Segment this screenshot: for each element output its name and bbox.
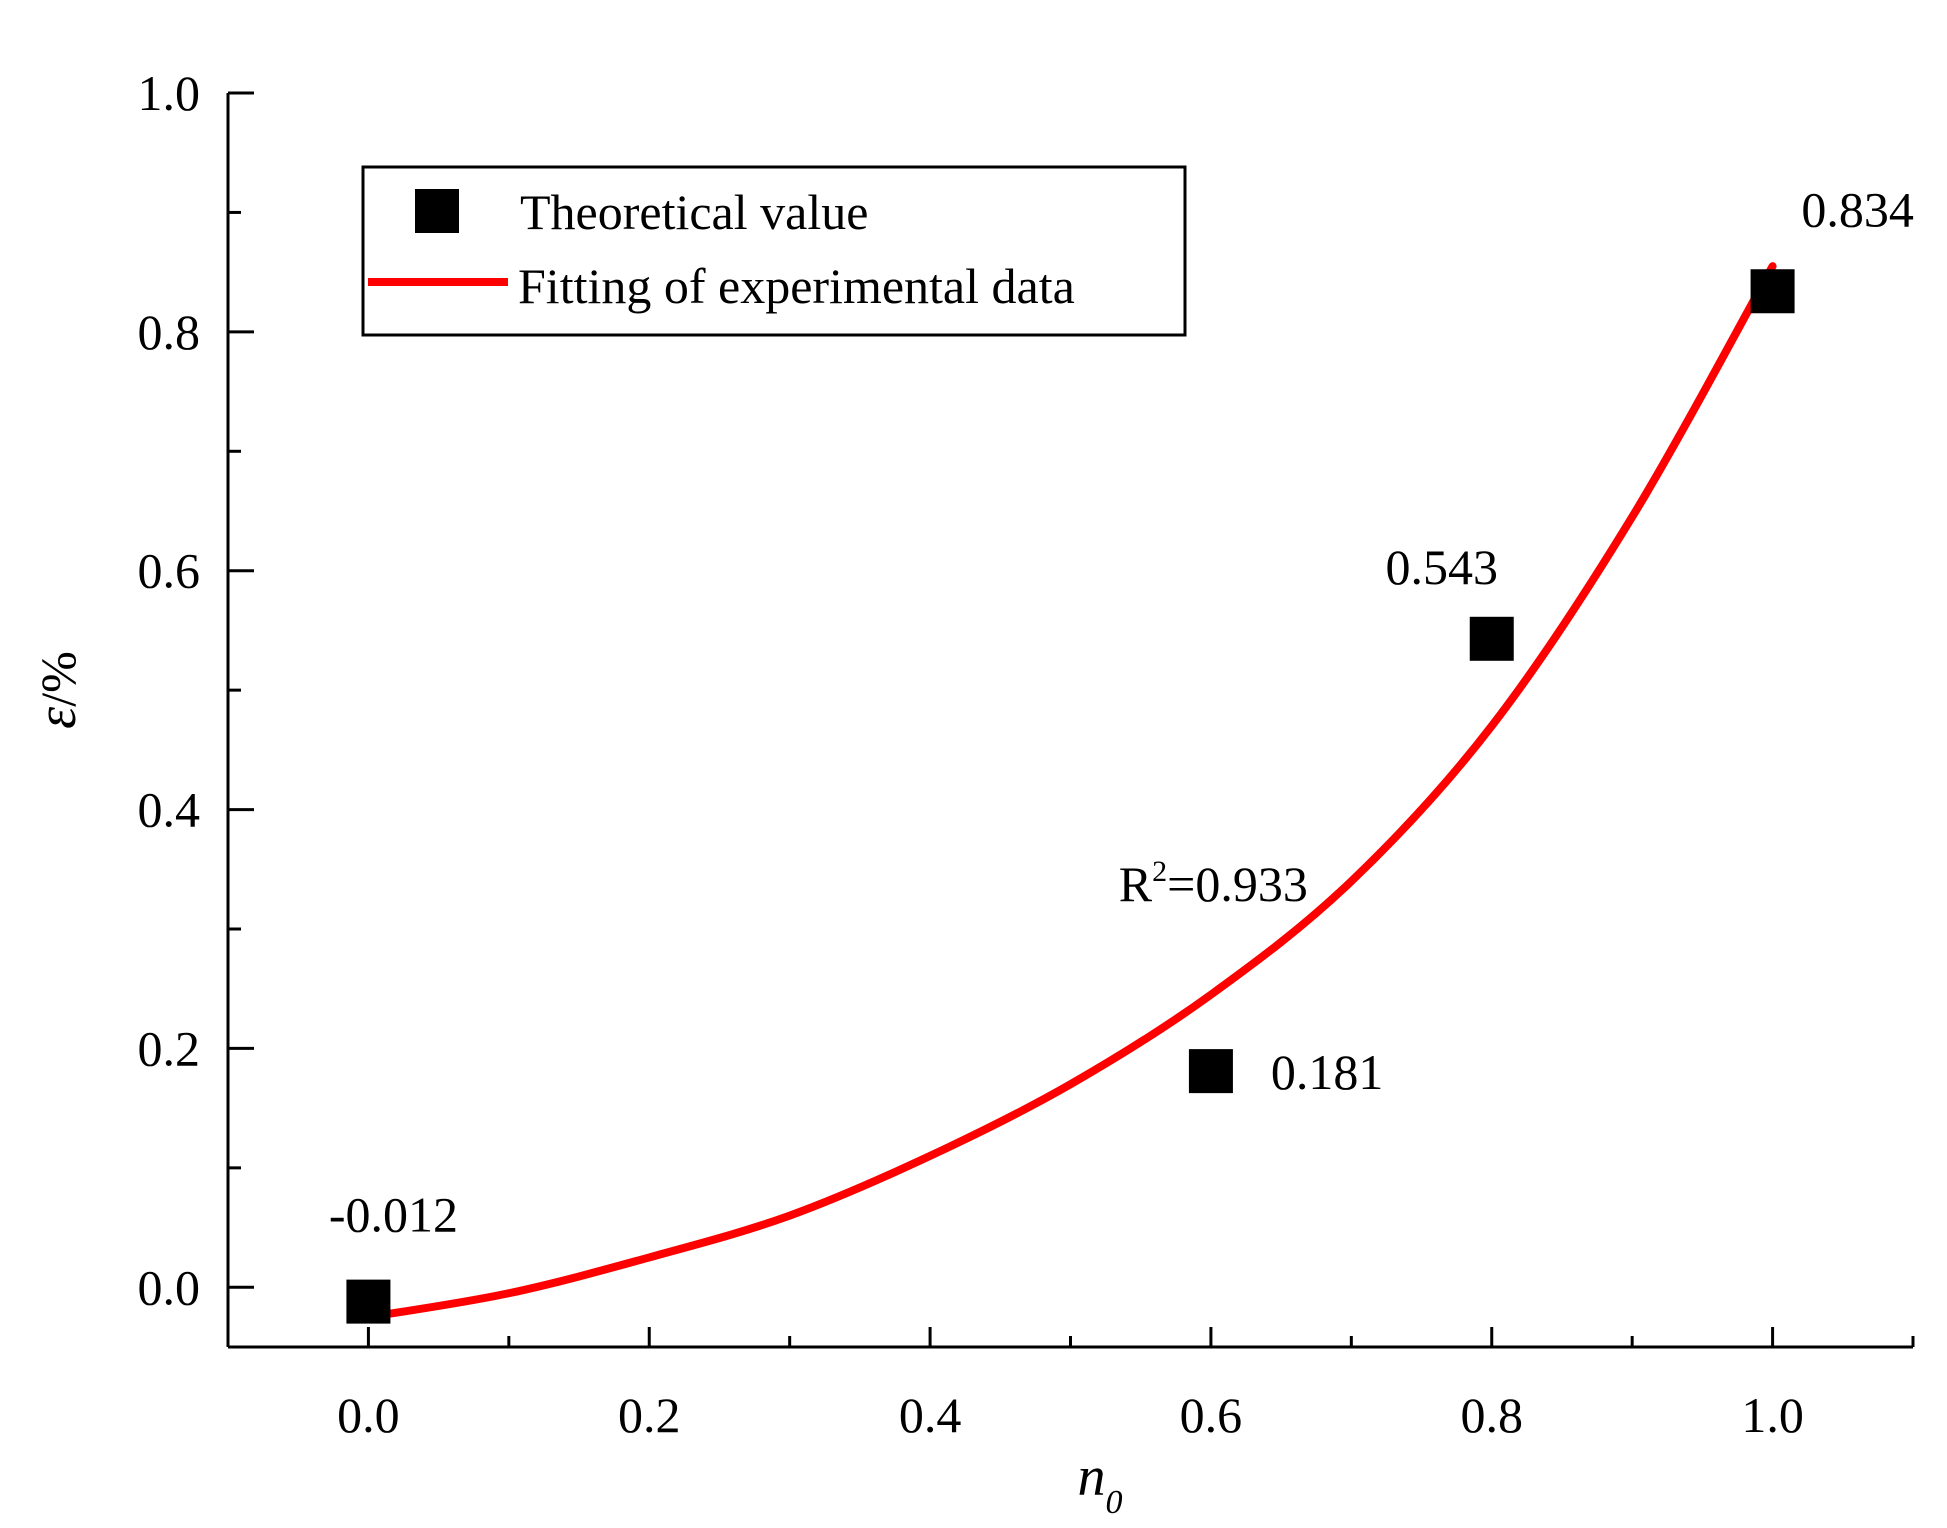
x-tick-label: 1.0	[1741, 1387, 1804, 1443]
y-tick-label: 0.6	[138, 543, 201, 599]
y-axis-unit: /%	[30, 651, 86, 707]
r-squared-value: =0.933	[1167, 856, 1308, 912]
x-axis-subscript: 0	[1106, 1484, 1123, 1521]
legend-square-marker-icon	[415, 189, 459, 233]
r-squared-superscript: 2	[1152, 855, 1167, 888]
data-point-square	[1188, 1049, 1233, 1094]
axes: 0.0 0.2 0.4 0.6 0.8 1.0 0.0 0.2 0.4 0.6 0.8 1.0	[138, 65, 1915, 1443]
point-layer	[346, 269, 1795, 1324]
x-tick-label: 0.6	[1180, 1387, 1243, 1443]
y-axis-symbol: ε	[26, 706, 88, 729]
data-point-square	[1750, 269, 1795, 314]
x-tick-label: 0.4	[899, 1387, 962, 1443]
y-tick-label: 0.8	[138, 304, 201, 360]
r-squared-annotation: R2=0.933	[1119, 855, 1308, 912]
data-point-square	[1469, 616, 1514, 661]
legend-label-theoretical: Theoretical value	[520, 184, 868, 240]
data-label: 0.181	[1271, 1044, 1384, 1100]
y-tick-label: 0.0	[138, 1259, 201, 1315]
x-tick-label: 0.2	[618, 1387, 681, 1443]
fit-curve	[364, 262, 1777, 1322]
data-label: 0.543	[1386, 539, 1499, 595]
y-axis-title: ε/%	[26, 651, 88, 729]
data-label: -0.012	[329, 1187, 458, 1243]
fit-layer	[364, 262, 1777, 1322]
x-tick-label: 0.8	[1461, 1387, 1524, 1443]
data-label: 0.834	[1801, 181, 1914, 237]
legend: Theoretical value Fitting of experimenta…	[361, 165, 1187, 337]
y-tick-label: 0.4	[138, 782, 201, 838]
label-layer: -0.012 0.181 0.543 0.834	[329, 181, 1914, 1242]
x-tick-label: 0.0	[337, 1387, 400, 1443]
legend-label-fitting: Fitting of experimental data	[518, 258, 1075, 314]
y-tick-label: 1.0	[138, 65, 201, 121]
data-point-square	[346, 1279, 391, 1324]
r-squared-base: R	[1119, 856, 1153, 912]
legend-box	[361, 165, 1187, 337]
y-tick-label: 0.2	[138, 1020, 201, 1076]
x-axis-symbol: n	[1078, 1446, 1106, 1508]
x-axis-title: n0	[1078, 1446, 1123, 1521]
